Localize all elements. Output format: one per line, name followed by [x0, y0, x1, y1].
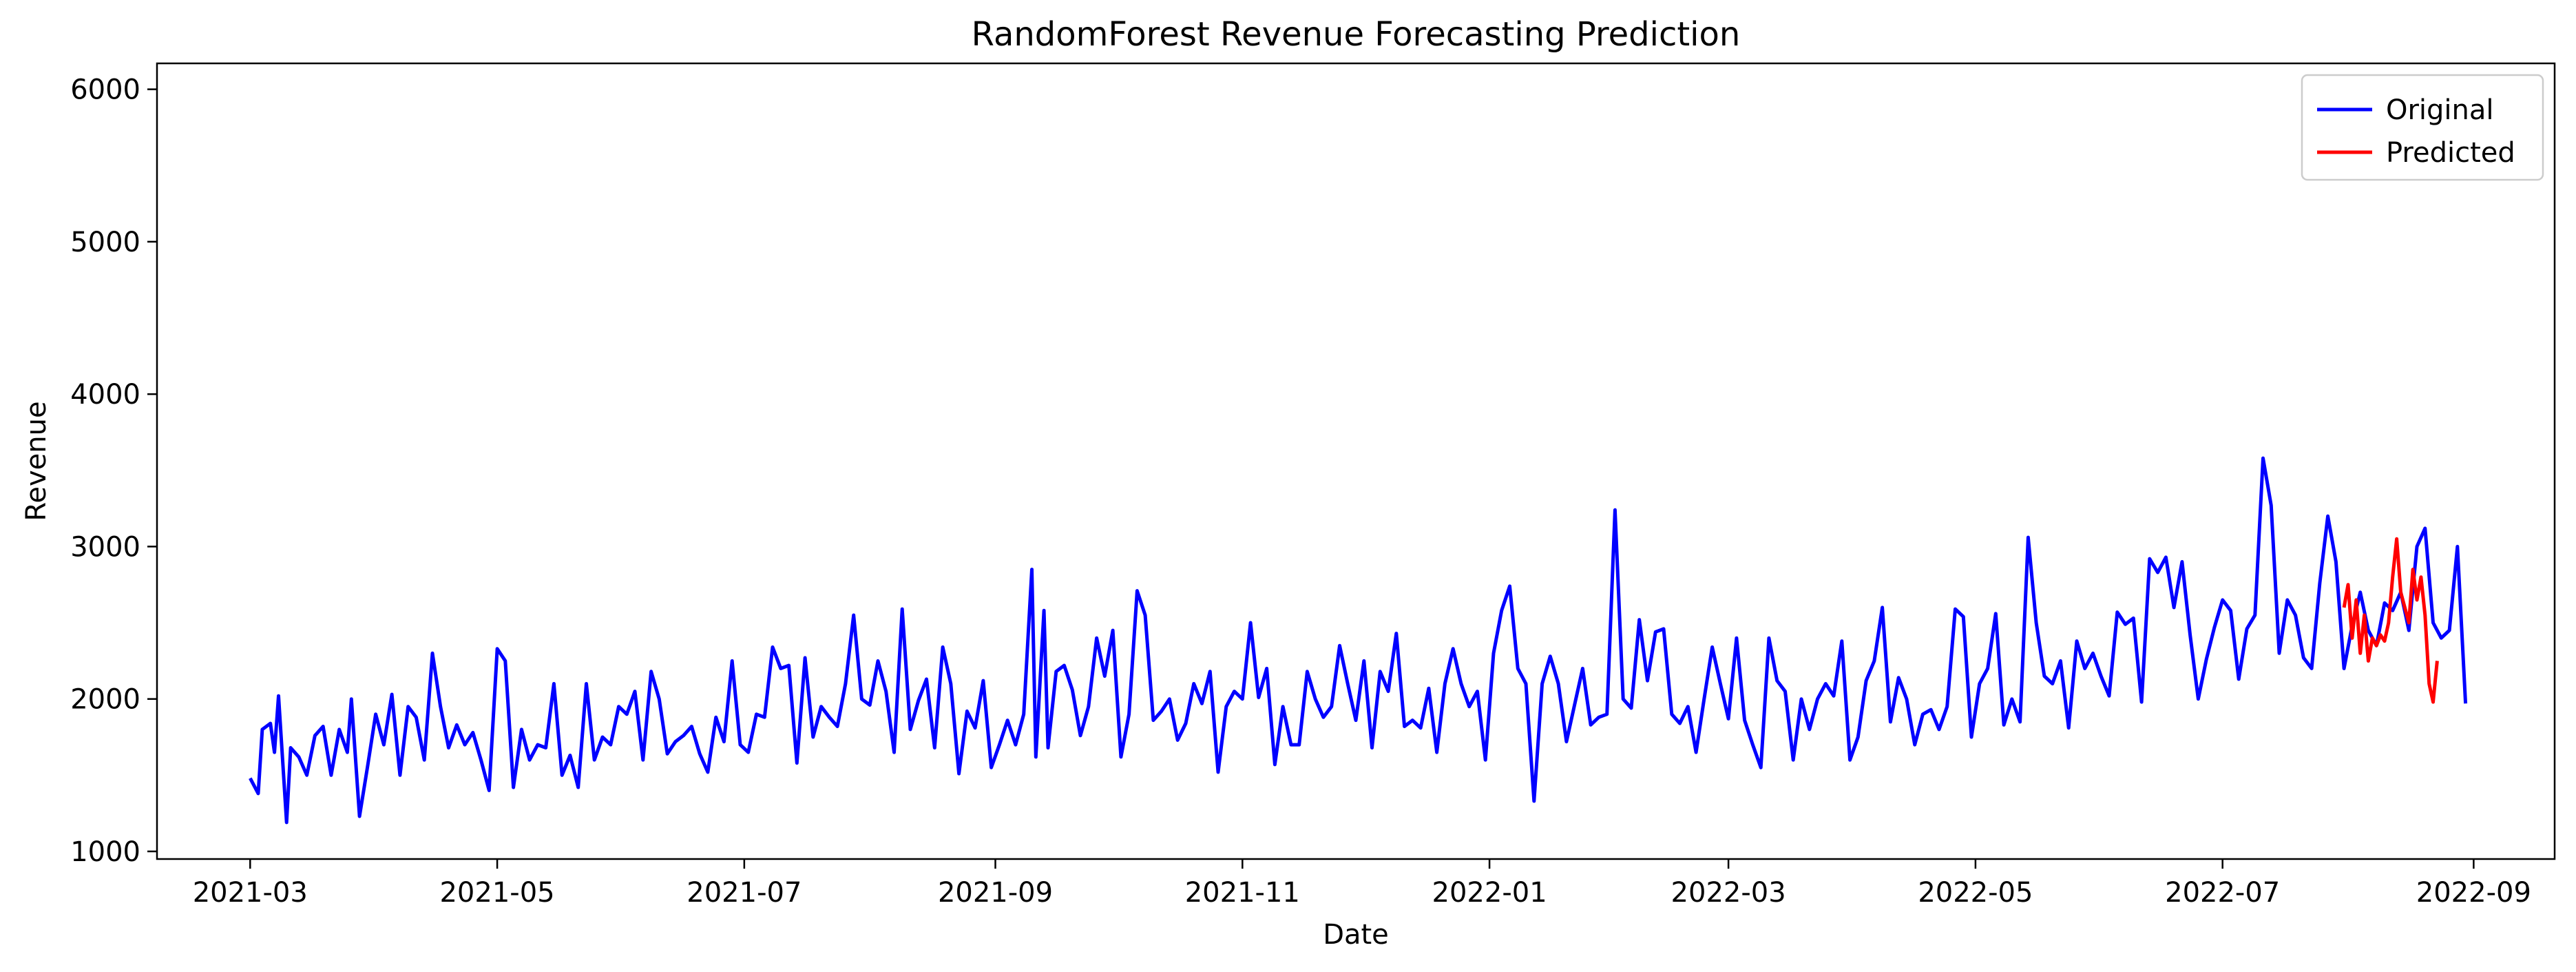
- series-line-original: [249, 456, 2468, 825]
- legend-label-predicted: Predicted: [2386, 137, 2515, 169]
- y-tick-label: 6000: [70, 74, 140, 106]
- y-tick-label: 5000: [70, 227, 140, 258]
- y-tick-label: 2000: [70, 684, 140, 716]
- series-line-predicted: [2342, 537, 2439, 704]
- x-tick-label: 2022-03: [1671, 877, 1786, 909]
- y-tick-label: 3000: [70, 531, 140, 563]
- series-layer: [249, 456, 2468, 825]
- x-tick-label: 2021-05: [439, 877, 554, 909]
- y-tick-label: 4000: [70, 379, 140, 411]
- x-axis-label: Date: [1323, 919, 1389, 951]
- y-axis: 1000 2000 3000 4000 5000 6000: [70, 74, 157, 868]
- x-tick-label: 2022-01: [1432, 877, 1547, 909]
- chart-title: RandomForest Revenue Forecasting Predict…: [972, 15, 1741, 54]
- x-tick-label: 2021-11: [1185, 877, 1300, 909]
- x-axis: 2021-03 2021-05 2021-07 2021-09 2021-11 2022-…: [193, 859, 2531, 909]
- y-tick-label: 1000: [70, 836, 140, 868]
- x-tick-label: 2022-09: [2416, 877, 2531, 909]
- y-axis-label: Revenue: [21, 401, 52, 521]
- x-tick-label: 2021-03: [193, 877, 308, 909]
- legend: Original Predicted: [2301, 74, 2544, 181]
- plot-frame: [156, 62, 2556, 860]
- x-tick-label: 2021-07: [687, 877, 802, 909]
- x-tick-label: 2022-07: [2165, 877, 2280, 909]
- legend-label-original: Original: [2386, 94, 2494, 126]
- x-tick-label: 2021-09: [938, 877, 1053, 909]
- x-tick-label: 2022-05: [1918, 877, 2033, 909]
